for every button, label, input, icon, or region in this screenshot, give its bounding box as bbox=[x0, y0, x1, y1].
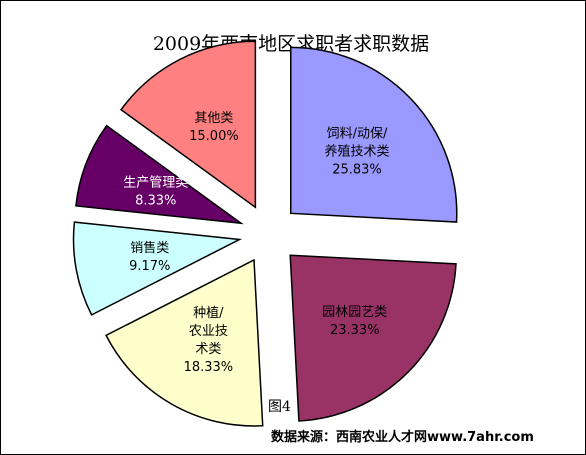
slice-value-0: 25.83% bbox=[332, 163, 382, 178]
slice-label-2: 种植/ bbox=[193, 306, 224, 321]
pie-slice-1 bbox=[289, 254, 457, 422]
slice-value-5: 15.00% bbox=[189, 129, 239, 144]
slice-value-1: 23.33% bbox=[330, 323, 380, 338]
slice-label-5: 其他类 bbox=[194, 111, 233, 126]
pie-slice-5 bbox=[120, 40, 257, 209]
pie-slices bbox=[72, 40, 458, 427]
slice-label-2: 农业技 bbox=[189, 324, 228, 339]
slice-value-2: 18.33% bbox=[184, 360, 234, 375]
slice-label-1: 园林园艺类 bbox=[322, 305, 387, 320]
slice-value-4: 8.33% bbox=[135, 194, 176, 209]
slice-value-3: 9.17% bbox=[129, 259, 170, 274]
pie-slice-4 bbox=[75, 124, 244, 225]
data-source: 数据来源：西南农业人才网www.7ahr.com bbox=[271, 429, 534, 445]
slice-label-4: 生产管理类 bbox=[123, 176, 188, 191]
figure-caption: 图4 bbox=[268, 399, 291, 415]
slice-label-0: 饲料/动保/ bbox=[327, 127, 388, 142]
pie-slice-0 bbox=[290, 46, 458, 223]
slice-label-2: 术类 bbox=[195, 342, 221, 357]
pie-slice-3 bbox=[72, 221, 243, 316]
pie-slice-2 bbox=[105, 258, 264, 427]
slice-label-0: 养殖技术类 bbox=[324, 144, 389, 160]
slice-label-3: 销售类 bbox=[130, 240, 169, 256]
